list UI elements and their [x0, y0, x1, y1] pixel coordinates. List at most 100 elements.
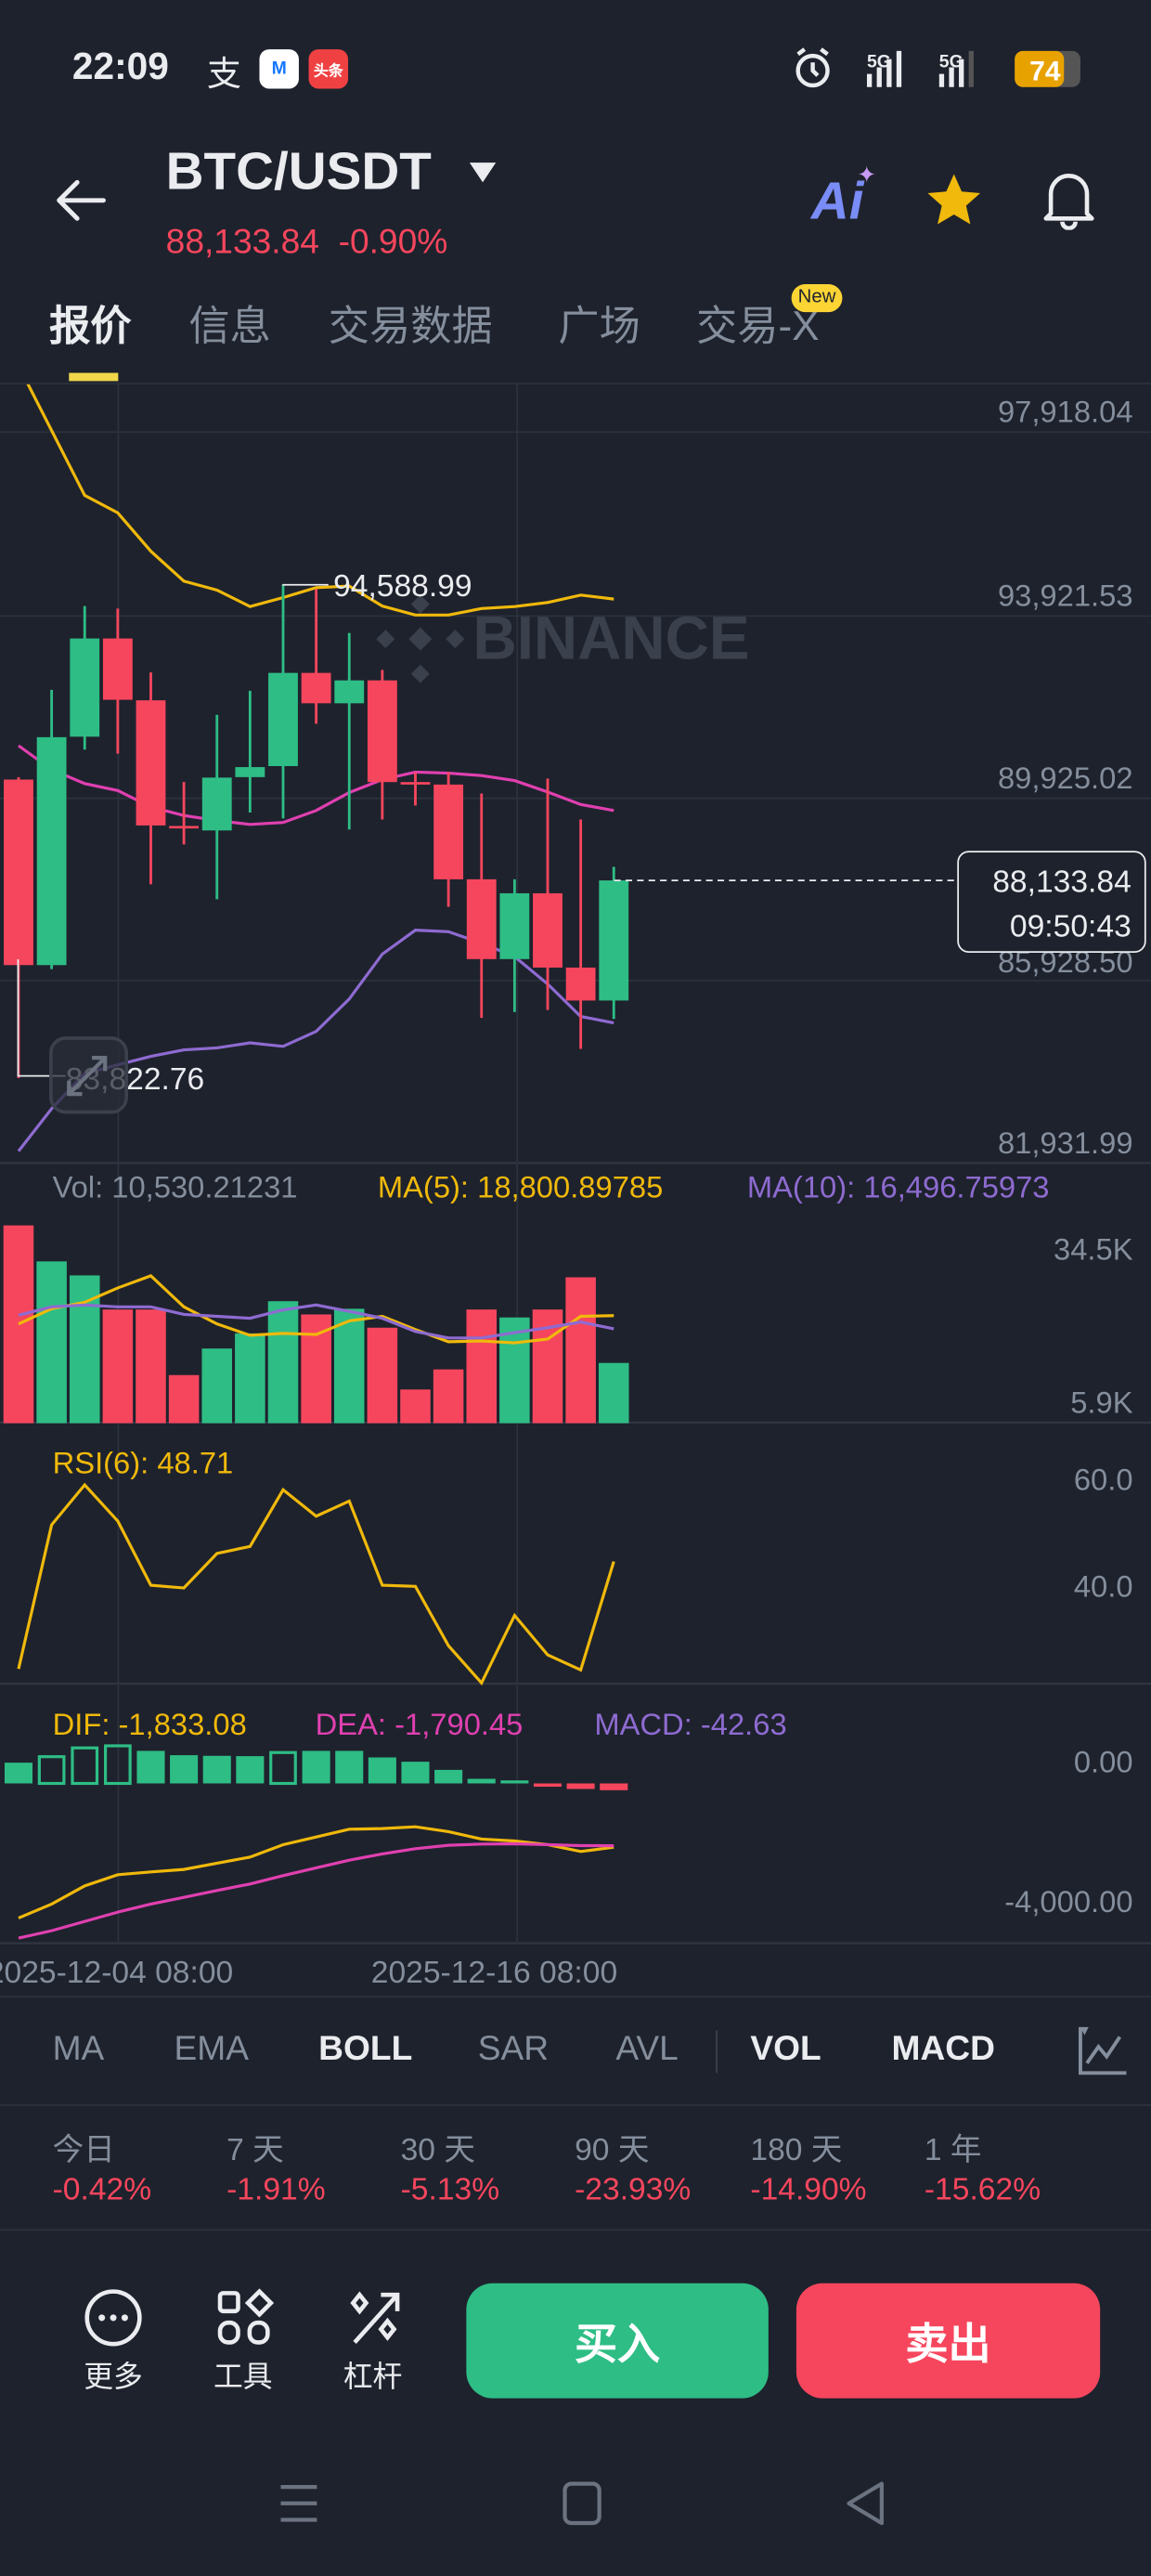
volume-bar [201, 1348, 233, 1424]
favorite-star-icon[interactable] [925, 171, 984, 230]
macd-histogram-bar [401, 1762, 430, 1784]
price-axis-label: 89,925.02 [997, 761, 1133, 796]
alipay-icon: 支 [206, 56, 242, 94]
candle-body [235, 767, 265, 777]
volume-bar [235, 1333, 265, 1424]
dif-legend: DIF: -1,833.08 [52, 1706, 247, 1742]
indicator-boll[interactable]: BOLL [318, 2030, 413, 2069]
status-time: 22:09 [71, 44, 169, 87]
rsi-line [17, 1482, 615, 1686]
back-nav-icon[interactable] [842, 2480, 888, 2527]
tools-button[interactable]: 工具 [213, 2360, 273, 2394]
macd-histogram-bar [170, 1755, 199, 1784]
chevron-down-icon[interactable] [468, 161, 498, 184]
boll-mid-line [18, 744, 614, 826]
recent-apps-icon[interactable] [276, 2480, 322, 2527]
indicator-ema[interactable]: EMA [174, 2030, 250, 2069]
time-axis-label: 2025-12-16 08:00 [370, 1956, 618, 1991]
svg-text:5G: 5G [867, 52, 891, 72]
volume-bar [598, 1362, 629, 1424]
boll-lines [17, 384, 614, 1152]
binance-watermark: BINANCE [472, 604, 749, 671]
buy-button[interactable]: 买入 [466, 2283, 769, 2399]
macd-histogram-bar [302, 1750, 330, 1784]
ai-button[interactable]: Ai ✦ [810, 161, 877, 230]
candle-body [102, 638, 133, 700]
tab-square[interactable]: 广场 [558, 304, 640, 350]
bell-icon[interactable] [1041, 167, 1096, 230]
dif-line [18, 1825, 614, 1919]
tab-trade-x[interactable]: 交易-X [696, 304, 820, 350]
volume-bar [367, 1327, 398, 1424]
candle-body [599, 880, 629, 1001]
macd-axis-label: -4,000.00 [1004, 1883, 1133, 1919]
volume-ma5-line [18, 1274, 614, 1345]
current-price-box: 88,133.84 09:50:43 [957, 851, 1146, 953]
home-icon[interactable] [560, 2480, 606, 2527]
tab-quote[interactable]: 报价 [49, 304, 132, 350]
candle-body [136, 700, 166, 826]
battery-icon: 74 [1015, 50, 1080, 87]
candle-body [466, 878, 497, 959]
expand-chart-icon[interactable] [49, 1036, 128, 1114]
macd-histogram-bar [104, 1744, 132, 1786]
more-icon[interactable] [84, 2288, 143, 2348]
leverage-button[interactable]: 杠杆 [343, 2360, 403, 2394]
leverage-icon[interactable] [344, 2288, 404, 2348]
macd-histogram-bar [335, 1750, 364, 1784]
sell-button[interactable]: 卖出 [795, 2283, 1101, 2399]
candles [4, 584, 629, 1078]
macd-histogram-bar [566, 1783, 595, 1789]
indicator-avl[interactable]: AVL [615, 2030, 679, 2069]
new-badge: New [791, 284, 843, 313]
more-button[interactable]: 更多 [84, 2360, 143, 2394]
macd-histogram-bar [600, 1783, 628, 1790]
macd-histogram-bar [500, 1780, 529, 1784]
candle-body [301, 672, 331, 704]
last-price: 88,133.84 -0.90% [165, 223, 448, 262]
back-arrow-icon[interactable] [54, 177, 110, 224]
volume-bar [333, 1308, 365, 1424]
volume-bar [3, 1225, 34, 1424]
tab-info[interactable]: 信息 [188, 304, 271, 350]
period-label: 90 天 [575, 2133, 650, 2168]
volume-axis-label: 34.5K [1053, 1231, 1133, 1267]
indicator-vol[interactable]: VOL [750, 2030, 821, 2069]
volume-ma10-line [18, 1303, 614, 1340]
period-label: 30 天 [400, 2133, 475, 2168]
app-m-icon: M [259, 49, 299, 89]
price-axis-label: 81,931.99 [997, 1125, 1133, 1160]
period-change: -5.13% [400, 2173, 500, 2208]
candle-body [36, 736, 67, 966]
indicator-divider [716, 2030, 718, 2074]
candle-body [70, 638, 100, 737]
period-change: -23.93% [575, 2173, 692, 2208]
period-label: 7 天 [226, 2133, 284, 2168]
volume-legend: Vol: 10,530.21231 [52, 1169, 298, 1204]
indicator-macd[interactable]: MACD [891, 2030, 995, 2069]
indicator-sar[interactable]: SAR [477, 2030, 550, 2069]
tools-icon[interactable] [215, 2288, 275, 2348]
pair-title[interactable]: BTC/USDT [165, 141, 432, 201]
macd-histogram-bar [533, 1783, 563, 1788]
macd-histogram-bar [4, 1763, 33, 1784]
candle-body [169, 826, 200, 829]
volume-bar [565, 1277, 596, 1424]
volume-bar [433, 1369, 464, 1424]
dea-legend: DEA: -1,790.45 [315, 1706, 524, 1742]
rsi-line-path [17, 1482, 615, 1686]
macd-histogram-bar [37, 1755, 66, 1786]
period-change: -14.90% [750, 2173, 867, 2208]
boll-upper-line [26, 384, 614, 617]
candle-body [334, 680, 365, 704]
period-change: -1.91% [226, 2173, 326, 2208]
svg-text:5G: 5G [939, 52, 963, 72]
indicator-ma[interactable]: MA [52, 2030, 105, 2069]
period-label: 1 年 [924, 2133, 982, 2168]
high-price-label: 94,588.99 [333, 569, 472, 604]
volume-bar [168, 1374, 200, 1424]
macd-histogram-bar [269, 1750, 297, 1786]
chart-settings-icon[interactable] [1070, 2023, 1130, 2079]
tab-trading-data[interactable]: 交易数据 [328, 304, 493, 350]
